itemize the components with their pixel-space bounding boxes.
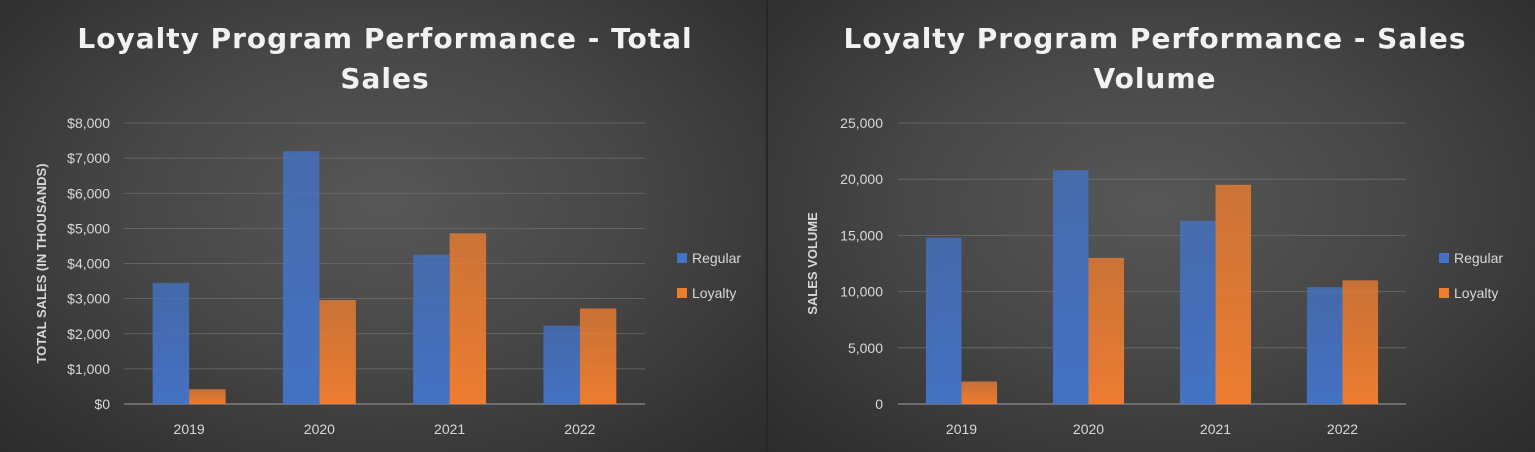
- bar-loyalty-2020: [1088, 257, 1125, 404]
- legend-swatch-loyalty: [1439, 288, 1449, 298]
- y-tick-label: 15,000: [840, 227, 883, 243]
- bar-loyalty-2019: [961, 381, 998, 404]
- bar-regular-2019: [925, 237, 962, 404]
- x-tick-label: 2020: [304, 421, 335, 437]
- legend-label-regular: Regular: [692, 250, 741, 266]
- bar-loyalty-2019: [189, 389, 226, 404]
- y-tick-label: 25,000: [840, 115, 883, 131]
- y-tick-label: 10,000: [840, 284, 883, 300]
- legend-label-loyalty: Loyalty: [1454, 285, 1498, 301]
- panel-divider: [766, 0, 768, 452]
- chart-title-line: Loyalty Program Performance - Total: [77, 22, 692, 55]
- y-tick-label: $7,000: [67, 150, 110, 166]
- y-axis-title: TOTAL SALES (IN THOUSANDS): [34, 163, 49, 363]
- bar-regular-2020: [1052, 170, 1089, 404]
- total-sales-chart-panel: Loyalty Program Performance - Total Sales…: [0, 0, 766, 452]
- x-tick-label: 2022: [1327, 421, 1358, 437]
- y-tick-label: $1,000: [67, 361, 110, 377]
- bar-regular-2022: [543, 325, 580, 404]
- y-tick-label: 0: [875, 396, 883, 412]
- legend-swatch-regular: [1439, 253, 1449, 263]
- legend-label-regular: Regular: [1454, 250, 1503, 266]
- sales-volume-chart-panel: Loyalty Program Performance - Sales Volum…: [768, 0, 1535, 452]
- y-tick-label: $0: [94, 396, 110, 412]
- chart-title-line: Sales: [340, 62, 429, 95]
- bar-loyalty-2021: [449, 233, 487, 404]
- total-sales-chart: Loyalty Program Performance - Total Sales…: [34, 22, 741, 437]
- y-tick-label: $8,000: [67, 115, 110, 131]
- y-tick-label: 20,000: [840, 171, 883, 187]
- bar-regular-2020: [282, 151, 320, 404]
- y-axis-title: SALES VOLUME: [805, 212, 820, 315]
- bar-loyalty-2020: [319, 300, 356, 404]
- x-tick-label: 2020: [1073, 421, 1104, 437]
- y-tick-label: $4,000: [67, 256, 110, 272]
- bar-loyalty-2022: [1342, 280, 1379, 404]
- bar-regular-2021: [413, 254, 450, 404]
- x-tick-label: 2019: [174, 421, 205, 437]
- bar-loyalty-2022: [579, 308, 617, 404]
- legend-swatch-regular: [677, 253, 687, 263]
- x-tick-label: 2021: [434, 421, 465, 437]
- x-tick-label: 2019: [946, 421, 977, 437]
- legend-label-loyalty: Loyalty: [692, 285, 736, 301]
- bar-regular-2021: [1179, 220, 1216, 404]
- bar-regular-2019: [152, 282, 190, 404]
- y-tick-label: $5,000: [67, 220, 110, 236]
- legend-swatch-loyalty: [677, 288, 687, 298]
- chart-title-line: Loyalty Program Performance - Sales: [843, 22, 1466, 55]
- bar-regular-2022: [1306, 287, 1343, 404]
- x-tick-label: 2022: [564, 421, 595, 437]
- y-tick-label: $3,000: [67, 291, 110, 307]
- y-tick-label: $6,000: [67, 185, 110, 201]
- bar-loyalty-2021: [1215, 184, 1252, 404]
- y-tick-label: $2,000: [67, 326, 110, 342]
- sales-volume-chart: Loyalty Program Performance - Sales Volum…: [805, 22, 1503, 437]
- chart-title-line: Volume: [1093, 62, 1216, 95]
- x-tick-label: 2021: [1200, 421, 1231, 437]
- y-tick-label: 5,000: [848, 340, 883, 356]
